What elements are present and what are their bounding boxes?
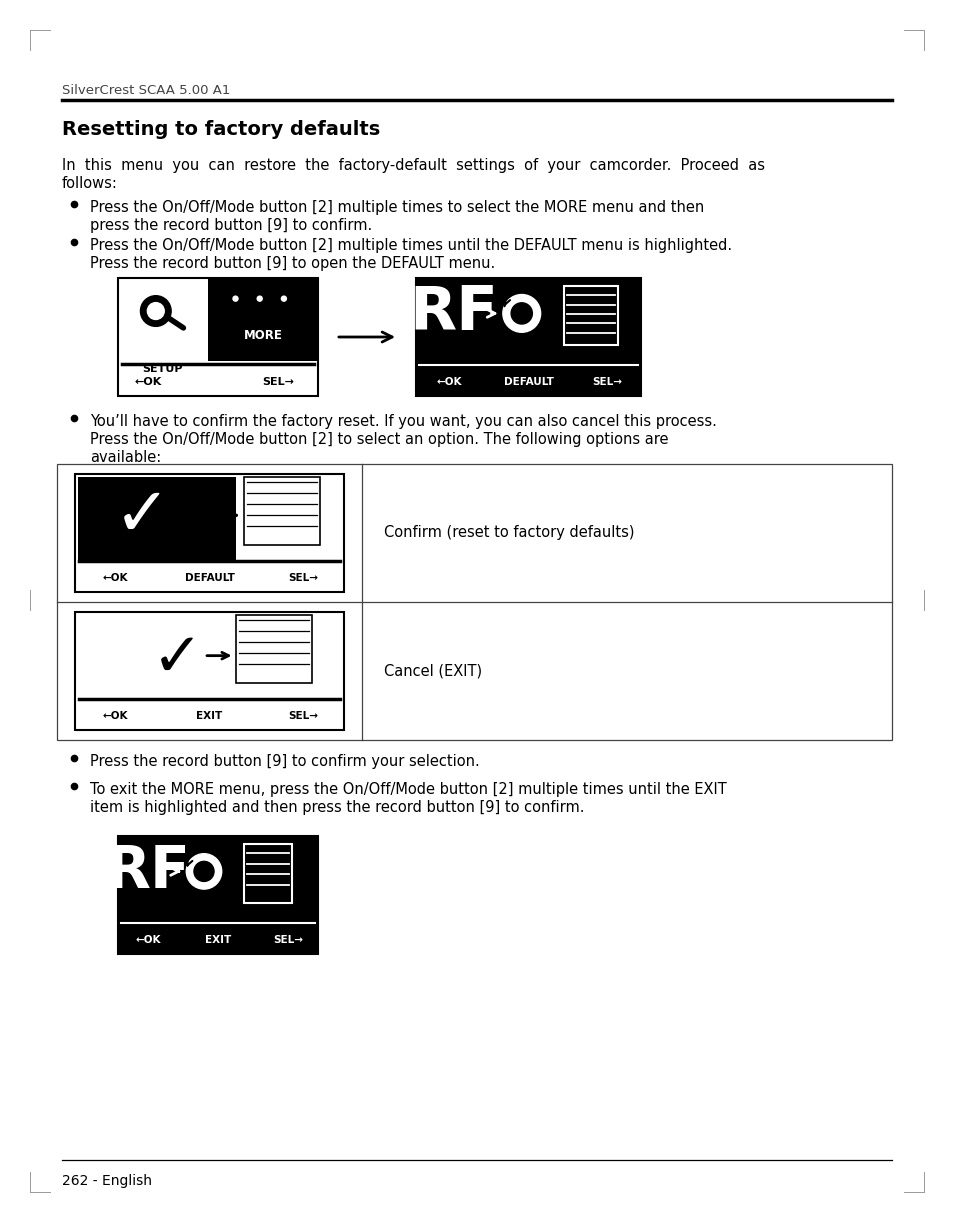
Text: RF: RF (410, 284, 498, 343)
Bar (236, 615, 312, 683)
Text: ←OK: ←OK (134, 376, 161, 387)
Bar (75, 474, 344, 591)
Bar (78, 477, 236, 560)
Text: SEL→: SEL→ (289, 711, 318, 721)
Bar (57, 464, 891, 741)
Circle shape (281, 296, 286, 301)
Text: ←OK: ←OK (436, 376, 462, 387)
Bar (244, 477, 319, 545)
Bar (564, 286, 618, 346)
Text: EXIT: EXIT (205, 935, 231, 945)
Text: Press the On/Off/Mode button [2] multiple times to select the MORE menu and then: Press the On/Off/Mode button [2] multipl… (90, 200, 703, 215)
Circle shape (511, 303, 532, 324)
Text: Press the record button [9] to open the DEFAULT menu.: Press the record button [9] to open the … (90, 255, 495, 271)
Text: RF: RF (106, 843, 191, 899)
Text: follows:: follows: (62, 176, 118, 191)
Text: Press the On/Off/Mode button [2] multiple times until the DEFAULT menu is highli: Press the On/Off/Mode button [2] multipl… (90, 238, 731, 253)
Bar (118, 277, 317, 396)
Text: SilverCrest SCAA 5.00 A1: SilverCrest SCAA 5.00 A1 (62, 84, 230, 97)
Text: Resetting to factory defaults: Resetting to factory defaults (62, 120, 380, 139)
Text: ←OK: ←OK (135, 935, 161, 945)
Text: Cancel (EXIT): Cancel (EXIT) (384, 664, 481, 678)
Text: item is highlighted and then press the record button [9] to confirm.: item is highlighted and then press the r… (90, 800, 584, 815)
Circle shape (257, 296, 262, 301)
Text: Press the On/Off/Mode button [2] to select an option. The following options are: Press the On/Off/Mode button [2] to sele… (90, 433, 668, 447)
Text: SEL→: SEL→ (273, 935, 303, 945)
Text: Press the record button [9] to confirm your selection.: Press the record button [9] to confirm y… (90, 754, 479, 769)
Bar (75, 612, 344, 730)
Circle shape (193, 862, 213, 881)
Text: You’ll have to confirm the factory reset. If you want, you can also cancel this : You’ll have to confirm the factory reset… (90, 414, 716, 429)
Text: SEL→: SEL→ (289, 573, 318, 583)
Circle shape (147, 303, 164, 319)
Text: ←OK: ←OK (103, 573, 128, 583)
Text: ✓: ✓ (114, 484, 172, 550)
Text: press the record button [9] to confirm.: press the record button [9] to confirm. (90, 218, 372, 233)
Text: available:: available: (90, 450, 161, 466)
Circle shape (233, 296, 237, 301)
Text: To exit the MORE menu, press the On/Off/Mode button [2] multiple times until the: To exit the MORE menu, press the On/Off/… (90, 782, 726, 797)
Circle shape (502, 295, 540, 332)
Text: 262 - English: 262 - English (62, 1174, 152, 1188)
Text: DEFAULT: DEFAULT (184, 573, 234, 583)
Bar (244, 844, 292, 903)
Text: MORE: MORE (243, 329, 282, 342)
Text: SEL→: SEL→ (262, 376, 294, 387)
Text: SEL→: SEL→ (592, 376, 621, 387)
Text: DEFAULT: DEFAULT (503, 376, 553, 387)
Circle shape (186, 854, 221, 890)
Text: SETUP: SETUP (143, 364, 183, 374)
Circle shape (140, 296, 171, 326)
Text: Confirm (reset to factory defaults): Confirm (reset to factory defaults) (384, 525, 634, 540)
Bar (208, 277, 317, 360)
Text: ←OK: ←OK (103, 711, 128, 721)
Text: In  this  menu  you  can  restore  the  factory-default  settings  of  your  cam: In this menu you can restore the factory… (62, 158, 764, 174)
Bar (416, 277, 640, 396)
Text: ✓: ✓ (152, 629, 203, 689)
Text: EXIT: EXIT (196, 711, 222, 721)
Bar (118, 836, 317, 954)
